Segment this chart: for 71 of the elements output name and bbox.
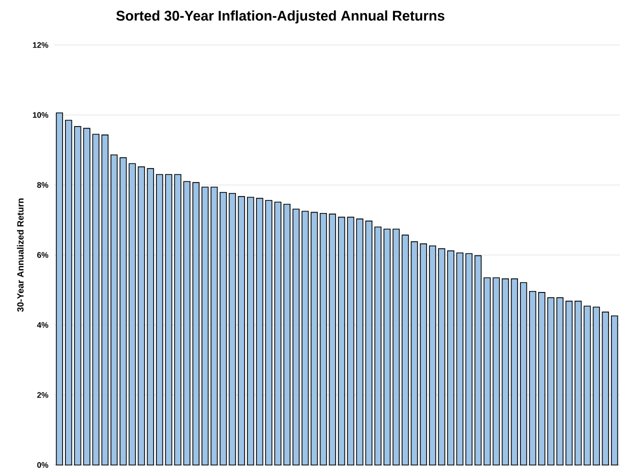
bar xyxy=(256,198,264,466)
bar xyxy=(410,241,418,466)
y-tick-label: 2% xyxy=(37,392,48,398)
bar xyxy=(302,210,309,466)
y-tick-label: 0% xyxy=(37,462,48,468)
bar xyxy=(138,166,145,466)
bar xyxy=(484,277,491,466)
bar xyxy=(356,218,364,466)
bar xyxy=(365,220,372,466)
bar xyxy=(283,204,291,466)
bar xyxy=(65,120,72,466)
bar xyxy=(447,250,454,466)
bar xyxy=(146,168,154,466)
bar xyxy=(338,216,346,466)
bar xyxy=(402,234,409,466)
bar xyxy=(183,181,190,466)
bar xyxy=(556,297,564,466)
bar xyxy=(156,174,164,466)
bar xyxy=(220,192,227,466)
bar xyxy=(374,226,382,466)
y-axis-title: 30-Year Annualized Return xyxy=(16,198,24,312)
bar xyxy=(510,278,518,466)
y-tick-label: 12% xyxy=(32,42,48,48)
bar xyxy=(610,315,618,466)
bar xyxy=(210,186,218,466)
bar xyxy=(547,297,554,466)
bar xyxy=(174,174,182,466)
bar xyxy=(492,277,500,466)
bar xyxy=(602,312,609,466)
bar xyxy=(310,212,318,466)
bar xyxy=(101,134,109,466)
bar xyxy=(228,192,236,466)
bar xyxy=(392,228,400,466)
bar xyxy=(438,248,446,466)
bar xyxy=(202,186,209,466)
bar xyxy=(238,196,246,466)
bar xyxy=(128,163,136,466)
bar xyxy=(456,252,464,466)
y-tick-label: 4% xyxy=(37,322,48,328)
bar xyxy=(574,300,582,466)
bar xyxy=(92,134,100,466)
bar xyxy=(502,278,509,466)
bar xyxy=(474,255,482,466)
bar xyxy=(384,228,391,466)
bar xyxy=(120,157,127,466)
bar xyxy=(247,196,254,466)
bar xyxy=(584,306,591,466)
y-tick-label: 8% xyxy=(37,182,48,188)
y-tick-label: 6% xyxy=(37,252,48,258)
bar xyxy=(320,212,327,466)
y-tick-label: 10% xyxy=(32,112,48,118)
bar xyxy=(420,243,427,466)
bar xyxy=(429,245,436,466)
bar xyxy=(56,112,64,466)
bar xyxy=(347,216,354,466)
bar xyxy=(565,300,573,466)
bar xyxy=(74,126,82,466)
bar xyxy=(520,282,528,466)
bar xyxy=(328,214,336,466)
bar xyxy=(274,202,282,466)
bar xyxy=(165,174,172,466)
bar xyxy=(538,292,546,466)
bar xyxy=(529,290,536,466)
chart-title: Sorted 30-Year Inflation-Adjusted Annual Returns xyxy=(116,10,444,24)
bar xyxy=(465,253,472,466)
bar xyxy=(292,208,300,466)
bar xyxy=(592,306,600,466)
bar xyxy=(110,154,118,466)
bar xyxy=(83,128,90,466)
bar xyxy=(192,182,200,466)
bar xyxy=(265,200,272,466)
